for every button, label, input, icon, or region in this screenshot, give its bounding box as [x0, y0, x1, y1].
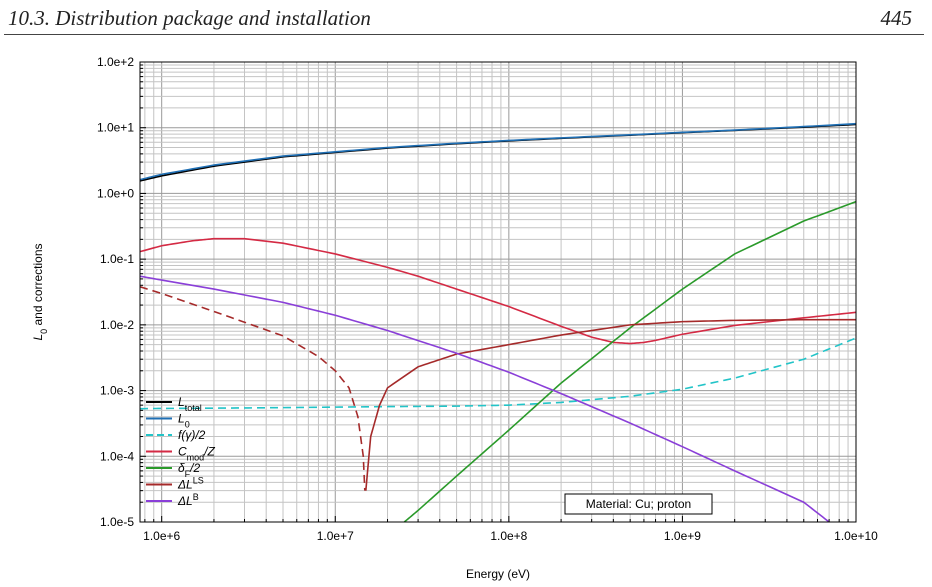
- legend-entry: Ltotal: [178, 395, 202, 413]
- legend-label-base: ΔL: [177, 478, 193, 492]
- series-line-lls-negative: [140, 285, 366, 491]
- legend-entry: L0: [178, 412, 190, 430]
- x-tick-label: 1.0e+8: [490, 529, 527, 543]
- series-line-cmod-z: [140, 237, 856, 345]
- y-tick-label: 1.0e+1: [97, 121, 134, 135]
- series-line-l0: [140, 122, 856, 181]
- y-tick-label: 1.0e+2: [97, 55, 134, 69]
- legend-label-base: L: [178, 412, 185, 426]
- y-tick-label: 1.0e-4: [100, 449, 134, 463]
- curves: [140, 122, 856, 522]
- legend-label-base: L: [178, 395, 185, 409]
- x-tick-label: 1.0e+10: [834, 529, 878, 543]
- legend-label-rest: /Z: [203, 445, 215, 459]
- x-axis-label: Energy (eV): [466, 567, 530, 581]
- y-tick-label: 1.0e-1: [100, 252, 134, 266]
- legend-label-base: ΔL: [177, 494, 193, 508]
- y-tick-label: 1.0e-2: [100, 318, 134, 332]
- series-line-lls: [365, 318, 856, 491]
- series-line-f-2: [140, 337, 856, 410]
- annotation-box: [564, 493, 713, 515]
- series-line-lb: [140, 275, 830, 522]
- y-tick-label: 1.0e-5: [100, 515, 134, 529]
- section-title: 10.3. Distribution package and installat…: [8, 6, 371, 30]
- legend-entry: Cmod/Z: [178, 445, 216, 463]
- legend-label-sub: 0: [185, 420, 190, 430]
- y-axis-label-rest: and corrections: [31, 243, 45, 328]
- grid: [140, 61, 857, 523]
- x-tick-label: 1.0e+6: [143, 529, 180, 543]
- legend-entry: δF/2: [178, 461, 201, 479]
- plot-frame: [139, 61, 857, 523]
- annotation-text: Material: Cu; proton: [586, 497, 691, 511]
- x-tick-label: 1.0e+9: [664, 529, 701, 543]
- legend-label-sup: LS: [193, 476, 204, 486]
- y-axis-label-base: L: [31, 334, 45, 341]
- legend-entry: ΔLLS: [177, 476, 204, 492]
- axis-ticks: 1.0e+6 1.0e+7 1.0e+8 1.0e+9 1.0e+101.0e-51.0…: [97, 55, 878, 543]
- y-axis-label: L0 and corrections: [31, 243, 49, 340]
- legend-label-sub: total: [185, 403, 202, 413]
- y-tick-label: 1.0e+0: [97, 186, 134, 200]
- legend-label-base: f(γ)/2: [178, 428, 206, 442]
- legend-entry: f(γ)/2: [178, 428, 206, 442]
- legend-label-base: δ: [178, 461, 185, 475]
- legend-label-rest: /2: [189, 461, 200, 475]
- series-line-f-2: [403, 200, 856, 522]
- y-tick-label: 1.0e-3: [100, 384, 134, 398]
- page-header: 10.3. Distribution package and installat…: [0, 0, 932, 36]
- legend-label-sub: F: [185, 469, 191, 479]
- legend-label-sub: mod: [187, 453, 205, 463]
- material-annotation: Material: Cu; proton: [564, 493, 713, 515]
- x-tick-label: 1.0e+7: [317, 529, 354, 543]
- header-rule: [4, 34, 924, 35]
- legend-entry: ΔLB: [177, 492, 199, 508]
- y-axis-label-sub: 0: [39, 329, 49, 334]
- page-number: 445: [880, 6, 913, 30]
- legend-label-sup: B: [193, 492, 199, 502]
- series-line-ltotal: [140, 123, 856, 182]
- legend-label-base: C: [178, 445, 187, 459]
